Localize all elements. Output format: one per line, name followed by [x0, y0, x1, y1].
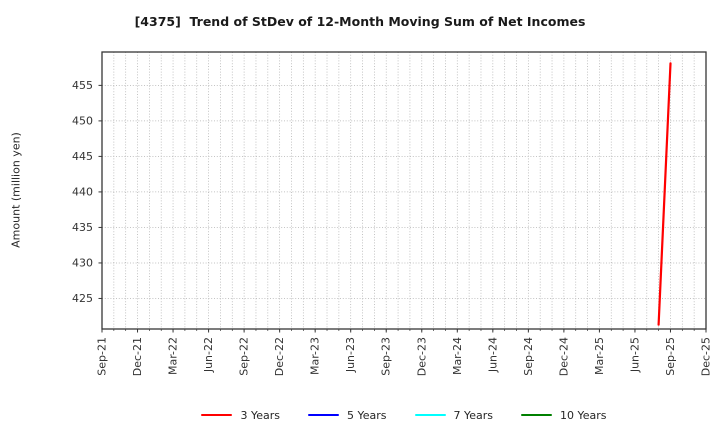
x-tick-label: Dec-23 — [415, 337, 428, 376]
x-tick-label: Dec-25 — [700, 337, 713, 376]
legend-label-10-years: 10 Years — [560, 408, 607, 422]
x-tick-label: Jun-22 — [202, 337, 215, 373]
x-tick-label: Dec-24 — [557, 337, 570, 376]
x-tick-label: Mar-25 — [593, 337, 606, 375]
legend-item-7-years: 7 Years — [414, 408, 494, 422]
series-line-3-years — [657, 62, 672, 326]
legend-swatch-7-years — [414, 413, 446, 417]
x-tick-label: Sep-24 — [522, 337, 535, 376]
y-tick-label: 455 — [72, 79, 93, 92]
grid-layer — [101, 52, 707, 329]
legend-swatch-5-years — [307, 413, 339, 417]
legend-swatch-10-years — [521, 413, 553, 417]
x-tick-label: Jun-24 — [486, 337, 499, 373]
x-tick-label: Mar-22 — [167, 337, 180, 375]
x-tick-label: Sep-25 — [664, 337, 677, 376]
y-axis-label: Amount (million yen) — [10, 132, 23, 248]
x-tick-label: Dec-21 — [131, 337, 144, 376]
x-tick-label: Mar-23 — [309, 337, 322, 375]
legend-label-5-years: 5 Years — [346, 408, 387, 422]
x-tick-label: Sep-22 — [238, 337, 251, 376]
x-tick-label: Mar-24 — [451, 337, 464, 375]
x-tick-label: Dec-22 — [273, 337, 286, 376]
legend-swatch-3-years — [201, 413, 233, 417]
y-tick-label: 445 — [72, 150, 93, 163]
plot-frame — [101, 51, 707, 330]
legend-item-10-years: 10 Years — [521, 410, 607, 421]
legend-item-5-years: 5 Years — [307, 408, 387, 422]
legend-label-7-years: 7 Years — [453, 408, 494, 422]
legend-label-3-years: 3 Years — [240, 408, 280, 422]
y-tick-label: 425 — [72, 292, 93, 305]
x-tick-label: Sep-23 — [380, 337, 393, 376]
y-tick-label: 440 — [72, 185, 93, 198]
y-tick-label: 435 — [72, 221, 93, 234]
x-tick-label: Jun-23 — [344, 337, 357, 373]
legend-item-3-years: 3 Years — [201, 410, 280, 421]
chart-title: [4375] Trend of StDev of 12-Month Moving… — [134, 14, 586, 29]
x-tick-label: Sep-21 — [96, 337, 109, 376]
series-layer — [657, 62, 672, 326]
y-tick-label: 430 — [72, 256, 93, 269]
legend: 3 Years 5 Years 7 Years 10 Years — [102, 404, 706, 426]
y-tick-label: 450 — [72, 114, 93, 127]
tick-layer: 425 430 435 440 445 450 455 Sep-21 Dec-21 Mar-22 J… — [72, 79, 713, 376]
x-tick-label: Jun-25 — [628, 337, 641, 373]
